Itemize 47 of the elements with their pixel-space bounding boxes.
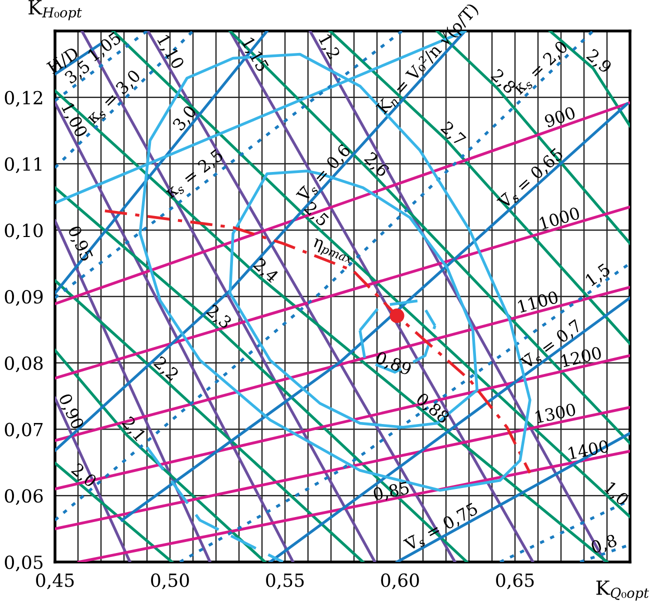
annotation: 2,4 — [252, 257, 280, 285]
annotation: 1,2 — [316, 33, 341, 60]
annotation: 0,8 — [590, 534, 618, 556]
annotation: 2,7 — [438, 120, 467, 148]
x-tick-label: 0,50 — [151, 573, 189, 590]
annotation: 0,85 — [372, 481, 410, 503]
annotation: κ$_{s}$ = 3,0 — [88, 68, 142, 124]
x-axis-title: K$_{Q₀opt}$ — [596, 580, 650, 601]
x-tick-label: 0,45 — [36, 573, 74, 590]
y-axis-title: K$_{H₀opt}$ — [28, 0, 82, 20]
annotation: 2,6 — [362, 151, 390, 179]
annotation: 2,0 — [70, 462, 98, 490]
x-tick-label: 0,65 — [496, 573, 534, 590]
annotation: η$_{pmax}$ — [310, 238, 354, 266]
y-tick-label: 0,08 — [4, 356, 43, 372]
annotation: 0,95 — [66, 224, 94, 263]
x-tick-label: 0,60 — [381, 573, 419, 590]
annotation: κ$_{s}$ = 2,5 — [164, 148, 226, 201]
annotation: 900 — [544, 106, 576, 128]
y-tick-label: 0,11 — [4, 157, 42, 174]
y-tick-label: 0,07 — [4, 422, 43, 439]
annotation: 0,90 — [56, 392, 84, 431]
annotation: 2,3 — [204, 304, 232, 331]
annotation: 1200 — [560, 346, 602, 368]
annotation: 1400 — [568, 440, 610, 460]
y-tick-label: 0,05 — [4, 555, 42, 572]
annotation: 0,89 — [374, 350, 412, 378]
annotation: 1,5 — [584, 262, 612, 288]
x-tick-label: 0,55 — [266, 573, 304, 590]
annotation: 1,00 — [60, 102, 88, 139]
annotation: V̄$_{s}$ = 0,75 — [402, 502, 480, 554]
annotation: V̄$_{s}$ = 0,65 — [496, 147, 564, 210]
y-tick-label: 0,12 — [4, 90, 42, 107]
annotation: 1,0 — [602, 481, 630, 508]
y-tick-label: 0,06 — [4, 489, 43, 505]
annotation: 1100 — [517, 290, 559, 313]
y-tick-label: 0,09 — [4, 290, 43, 306]
annotation: 2,2 — [152, 356, 180, 382]
annotation: 1000 — [539, 206, 580, 230]
annotation: 2,1 — [120, 416, 146, 443]
y-tick-label: 0,10 — [4, 224, 43, 240]
annotation: 2,5 — [302, 201, 330, 228]
annotation: 1300 — [535, 402, 576, 424]
annotation: 2,8 — [489, 68, 517, 96]
annotation: 2,9 — [584, 48, 613, 76]
annotation: 3,0 — [172, 104, 199, 132]
annotation: 1,15 — [240, 36, 270, 74]
